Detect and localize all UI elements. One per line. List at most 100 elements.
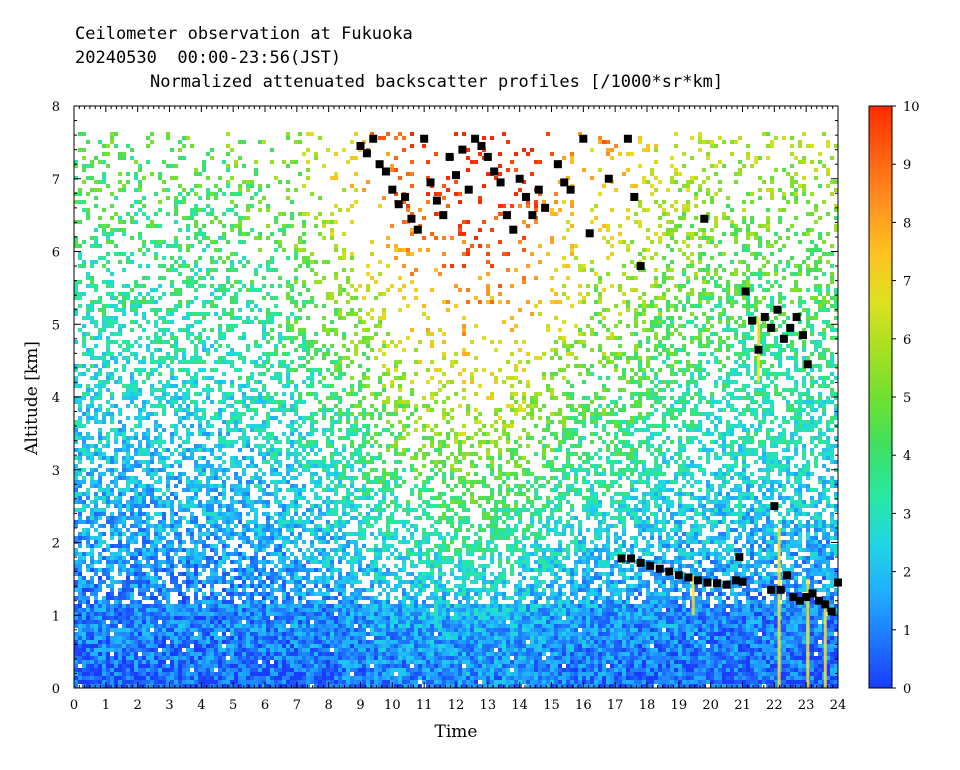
cloud-base-point	[627, 554, 636, 563]
x-tick-label: 22	[766, 698, 783, 713]
cloud-base-point	[722, 580, 731, 589]
cloud-base-point	[674, 571, 683, 580]
cloud-base-point	[636, 558, 645, 567]
cloud-base-point	[477, 142, 486, 151]
colorbar-tick-label: 10	[903, 100, 920, 115]
cloud-base-point	[713, 579, 722, 588]
x-tick-label: 9	[356, 698, 364, 713]
x-tick-label: 23	[798, 698, 815, 713]
cloud-base-point	[703, 578, 712, 587]
x-tick-label: 8	[325, 698, 333, 713]
x-tick-label: 11	[416, 698, 433, 713]
x-tick-label: 7	[293, 698, 301, 713]
cloud-base-point	[432, 196, 441, 205]
cloud-base-point	[420, 134, 429, 143]
cloud-base-point	[655, 564, 664, 573]
y-tick-label: 1	[52, 609, 60, 624]
cloud-base-point	[464, 185, 473, 194]
y-axis: 0 1 2 3 4 5 6 7 8	[52, 100, 838, 697]
cloud-base-point	[496, 178, 505, 187]
cloud-base-point	[802, 593, 811, 602]
cloud-base-point	[394, 200, 403, 209]
cloud-base-point	[684, 573, 693, 582]
cloud-base-point	[452, 171, 460, 180]
cloud-base-point	[401, 192, 410, 201]
x-tick-label: 24	[830, 698, 847, 713]
x-tick-label: 12	[448, 698, 465, 713]
cloud-base-point	[630, 192, 639, 201]
x-tick-label: 10	[384, 698, 401, 713]
cloud-base-point	[748, 316, 757, 325]
colorbar-label: Normalized attenuated backscatter profil…	[150, 72, 724, 92]
colorbar-tick-label: 3	[903, 507, 911, 522]
precip-streak	[691, 575, 695, 616]
colorbar-bar	[868, 105, 893, 689]
cloud-base-point	[381, 167, 390, 176]
cloud-base-point	[426, 178, 435, 187]
colorbar-tick-label: 5	[903, 391, 911, 406]
cloud-base-point	[783, 571, 792, 580]
precip-streak	[806, 578, 810, 688]
cloud-base-point	[814, 596, 823, 605]
cloud-base-point	[808, 589, 817, 598]
x-tick-label: 13	[480, 698, 497, 713]
chart-subtitle: 20240530 00:00-23:56(JST)	[75, 48, 342, 68]
cloud-base-point	[792, 312, 801, 321]
cloud-base-point	[779, 334, 788, 343]
cloud-base-point	[604, 174, 613, 183]
cloud-base-point	[515, 174, 524, 183]
cloud-base-point	[356, 142, 365, 151]
y-tick-label: 6	[52, 246, 60, 261]
cloud-base-point	[483, 152, 492, 161]
x-tick-label: 4	[197, 698, 205, 713]
colorbar-tick-label: 1	[903, 624, 911, 639]
x-tick-label: 17	[607, 698, 624, 713]
y-tick-label: 4	[52, 391, 60, 406]
cloud-base-point	[534, 185, 543, 194]
colorbar-tick-label: 7	[903, 275, 911, 290]
cloud-base-point	[375, 160, 384, 169]
cloud-base-point	[795, 596, 804, 605]
cloud-base-point	[623, 134, 632, 143]
y-tick-label: 3	[52, 464, 60, 479]
cloud-base-point	[560, 178, 569, 187]
cloud-base-point	[776, 585, 785, 594]
cloud-base-point	[803, 360, 812, 369]
cloud-base-point	[767, 323, 776, 332]
x-tick-label: 1	[102, 698, 110, 713]
x-tick-label: 20	[702, 698, 719, 713]
cloud-base-point	[735, 553, 744, 562]
precip-streak	[777, 527, 781, 688]
x-axis: 0 1 2 3 4 5 6 7 8 9 10 11 12 13 14 15 16 17 18 19 20 21 22 23 24	[70, 106, 846, 713]
cloud-base-point	[741, 287, 750, 296]
colorbar-tick-label: 9	[903, 158, 911, 173]
cloud-base-point	[789, 593, 798, 602]
cloud-base-point	[439, 211, 448, 220]
chart-title: Ceilometer observation at Fukuoka	[75, 24, 413, 44]
x-tick-label: 2	[134, 698, 142, 713]
cloud-base-point	[760, 312, 769, 321]
cloud-base-point	[369, 134, 378, 143]
cloud-base-point	[770, 502, 779, 511]
cloud-base-point	[646, 561, 655, 570]
cloud-base-point	[490, 167, 499, 176]
cloud-base-point	[509, 225, 518, 234]
colorbar-tick-label: 8	[903, 216, 911, 231]
cloud-base-point	[362, 149, 371, 158]
cloud-base-point	[754, 345, 763, 354]
colorbar-tick-label: 2	[903, 566, 911, 581]
cloud-base-point	[388, 185, 397, 194]
cloud-base-point	[700, 214, 709, 223]
cloud-base-point	[773, 305, 782, 314]
y-tick-label: 0	[52, 682, 60, 697]
cloud-base-point	[693, 576, 702, 585]
cloud-base-point	[407, 214, 416, 223]
cloud-base-point	[471, 134, 480, 143]
cloud-base-point	[566, 185, 575, 194]
plot-area	[74, 132, 838, 688]
cloud-base-point	[458, 145, 467, 154]
cloud-base-point	[445, 152, 454, 161]
cloud-base-point	[579, 134, 588, 143]
cloud-base-point	[665, 567, 674, 576]
cloud-base-point	[732, 576, 741, 585]
